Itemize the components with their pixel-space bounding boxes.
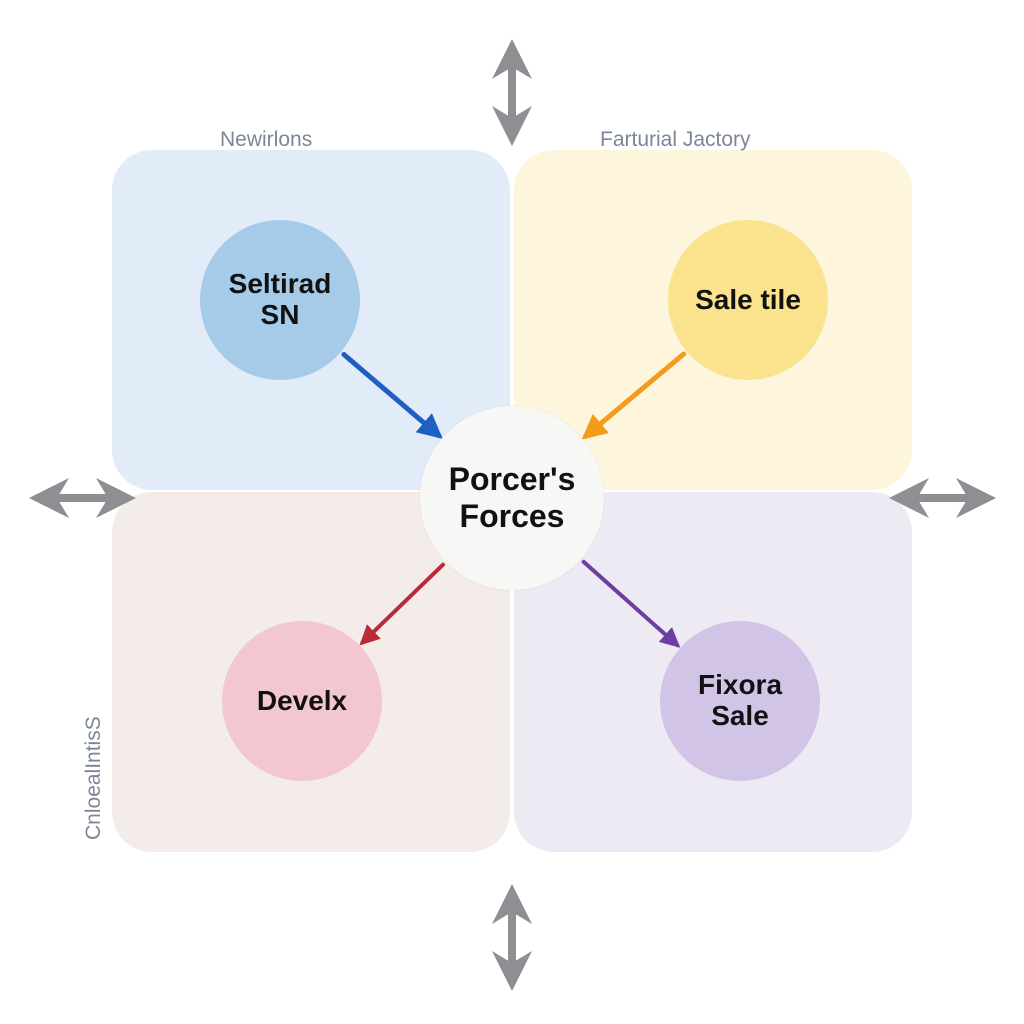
center-label: Porcer'sForces [449, 461, 576, 535]
node-se-label: FixoraSale [698, 670, 782, 732]
quadrant-nw-label: Newirlons [220, 128, 312, 152]
node-ne: Sale tile [668, 220, 828, 380]
center-node: Porcer'sForces [420, 406, 604, 590]
quadrant-ne-label: Farturial Jactory [600, 128, 751, 152]
node-ne-label: Sale tile [695, 285, 801, 316]
node-nw-label: SeltiradSN [229, 269, 332, 331]
node-sw: Develx [222, 621, 382, 781]
node-nw: SeltiradSN [200, 220, 360, 380]
quadrant-sw-label: CnloealIntisS [82, 716, 106, 840]
node-sw-label: Develx [257, 686, 347, 717]
forces-diagram: Newirlons Farturial Jactory CnloealIntis… [0, 0, 1024, 1024]
node-se: FixoraSale [660, 621, 820, 781]
